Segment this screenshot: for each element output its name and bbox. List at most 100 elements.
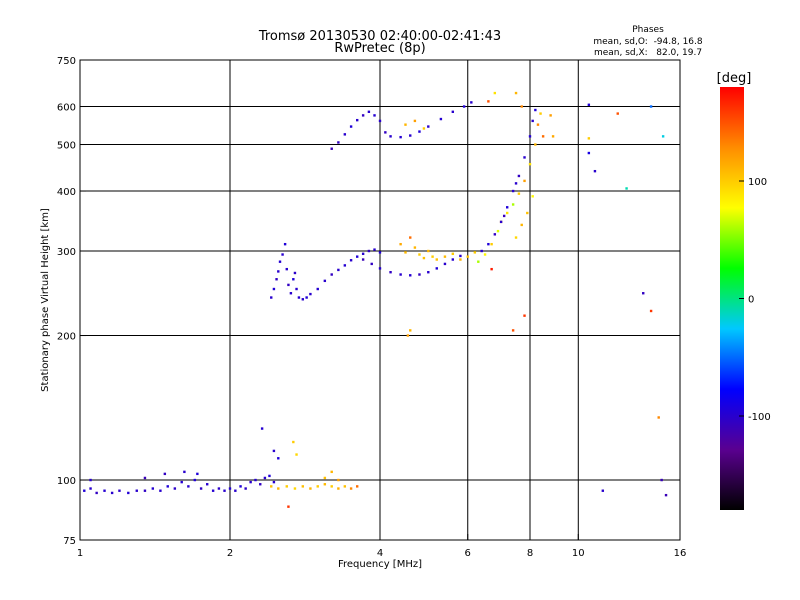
- data-point: [587, 151, 591, 155]
- x-axis-label: Frequency [MHz]: [338, 559, 422, 570]
- data-point: [413, 246, 417, 249]
- data-point: [422, 127, 426, 130]
- data-point: [531, 119, 534, 123]
- data-point: [427, 125, 430, 128]
- data-point: [435, 258, 438, 261]
- data-point: [355, 255, 359, 258]
- data-point: [616, 112, 619, 115]
- data-point: [514, 91, 518, 95]
- data-point: [520, 105, 523, 108]
- data-point: [292, 440, 295, 444]
- data-point: [193, 478, 197, 482]
- data-point: [422, 256, 426, 260]
- data-point: [536, 123, 540, 126]
- data-point: [493, 91, 497, 95]
- data-point: [367, 110, 371, 113]
- data-point: [355, 118, 359, 122]
- data-point: [330, 273, 333, 276]
- data-point: [541, 135, 545, 138]
- data-point: [528, 162, 532, 166]
- data-point: [523, 314, 526, 317]
- data-point: [431, 255, 434, 258]
- data-point: [196, 472, 199, 476]
- data-point: [349, 259, 353, 262]
- colorbar-tick-label: 100: [748, 177, 767, 188]
- data-point: [483, 253, 487, 256]
- data-point: [301, 485, 305, 488]
- data-point: [89, 478, 92, 482]
- data-point: [439, 117, 443, 121]
- data-point: [389, 135, 392, 138]
- data-point: [443, 255, 447, 258]
- data-point: [272, 287, 276, 291]
- data-point: [409, 134, 412, 137]
- data-point: [283, 242, 287, 246]
- data-point: [272, 449, 276, 453]
- data-point: [275, 278, 278, 281]
- data-point: [361, 258, 365, 261]
- data-point: [349, 125, 353, 128]
- data-point: [260, 427, 264, 430]
- data-point: [263, 476, 267, 480]
- data-point: [337, 478, 340, 482]
- data-point: [173, 487, 177, 490]
- data-point: [657, 416, 660, 419]
- x-axis: 1 2 4 6 8 10 16: [77, 534, 686, 559]
- chart-title: Tromsø 20130530 02:40:00-02:41:43: [258, 29, 501, 44]
- data-point: [404, 123, 407, 126]
- y-axis-label: Stationary phase Virtual Height [km]: [40, 208, 51, 392]
- data-point: [418, 130, 421, 133]
- data-point: [127, 491, 130, 495]
- data-point: [270, 296, 273, 299]
- data-point: [278, 260, 282, 263]
- data-point: [534, 108, 537, 112]
- data-point: [217, 487, 221, 490]
- data-point: [337, 268, 340, 272]
- data-points: [83, 91, 668, 508]
- data-point: [451, 110, 455, 113]
- data-point: [664, 493, 668, 497]
- data-point: [187, 485, 190, 488]
- data-point: [367, 249, 371, 253]
- data-point: [462, 105, 466, 108]
- data-point: [118, 489, 121, 492]
- data-point: [466, 255, 469, 258]
- data-point: [378, 267, 382, 270]
- data-point: [534, 143, 537, 146]
- phase-stats-x: mean, sd,X: 82.0, 19.7: [594, 48, 702, 58]
- data-point: [289, 292, 293, 295]
- data-point: [135, 489, 138, 492]
- data-point: [183, 470, 186, 474]
- data-point: [223, 489, 226, 492]
- data-point: [649, 105, 653, 108]
- y-tick-label: 500: [57, 141, 76, 152]
- data-point: [459, 254, 462, 258]
- data-point: [343, 133, 347, 136]
- data-point: [249, 480, 252, 484]
- data-point: [505, 206, 509, 209]
- data-point: [259, 483, 262, 486]
- grid-lines: [80, 60, 680, 540]
- data-point: [502, 214, 506, 218]
- data-point: [330, 147, 333, 150]
- x-tick-label: 10: [572, 548, 585, 559]
- data-point: [281, 253, 284, 256]
- data-point: [520, 223, 523, 227]
- data-point: [295, 287, 298, 291]
- x-tick-label: 4: [377, 548, 383, 559]
- data-point: [323, 476, 327, 480]
- data-point: [239, 485, 242, 488]
- chart-subtitle: RwPretec (8p): [334, 41, 425, 56]
- data-point: [143, 476, 147, 480]
- data-point: [409, 274, 412, 277]
- data-point: [511, 329, 515, 332]
- data-point: [413, 119, 417, 123]
- data-point: [234, 489, 237, 492]
- data-point: [270, 485, 273, 488]
- data-point: [523, 179, 526, 183]
- x-tick-label: 8: [527, 548, 533, 559]
- data-point: [477, 260, 480, 263]
- y-axis: 75 100 200 300 400 500 600 750: [57, 56, 86, 547]
- data-point: [470, 101, 473, 104]
- data-point: [526, 211, 529, 215]
